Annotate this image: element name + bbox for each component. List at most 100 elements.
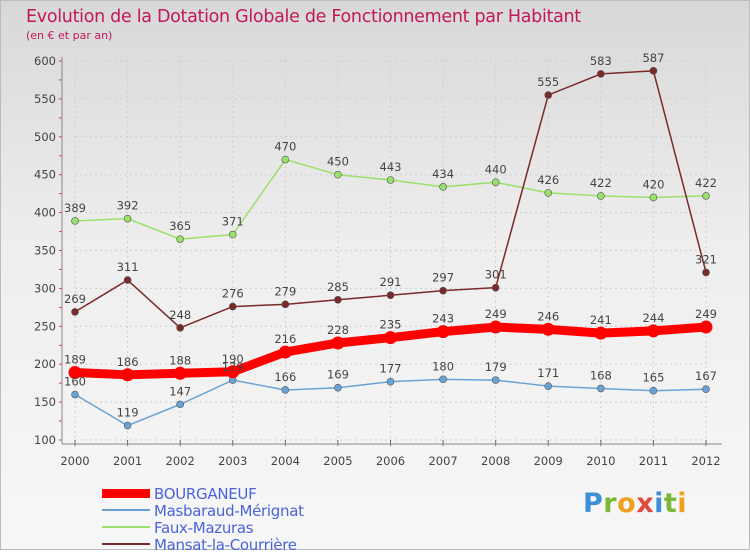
data-label: 171 [537, 366, 559, 380]
data-point [386, 176, 395, 184]
data-label: 392 [117, 199, 139, 213]
legend-swatch [102, 543, 150, 545]
proxiti-logo: Proxiti [583, 488, 688, 519]
data-point [176, 235, 184, 243]
y-tick-label: 100 [34, 433, 56, 447]
data-point [281, 300, 290, 309]
data-label: 119 [117, 406, 139, 420]
data-label: 297 [432, 271, 454, 285]
data-label: 434 [432, 167, 454, 181]
y-tick-label: 550 [34, 92, 56, 106]
legend-label: Mansat-la-Courrière [154, 536, 297, 554]
data-label: 587 [642, 51, 664, 65]
data-point [439, 375, 447, 384]
x-tick-label: 2004 [271, 454, 300, 468]
data-label: 440 [485, 162, 507, 176]
y-tick-label: 200 [34, 357, 56, 371]
data-point [384, 331, 397, 345]
data-point [71, 217, 79, 225]
data-point [597, 384, 605, 393]
data-label: 169 [327, 368, 349, 382]
legend-swatch [102, 509, 150, 511]
y-tick-label: 300 [34, 281, 56, 295]
y-tick-label: 350 [34, 244, 56, 258]
data-point [649, 386, 658, 395]
chart-subtitle: (en € et par an) [26, 29, 112, 42]
data-point [176, 324, 184, 332]
data-label: 311 [117, 260, 139, 274]
data-label: 422 [590, 176, 612, 190]
data-point [439, 183, 447, 191]
x-tick-label: 2011 [639, 454, 668, 468]
data-label: 179 [222, 360, 244, 374]
data-point [597, 70, 605, 78]
data-point [597, 192, 605, 200]
y-tick-label: 500 [34, 130, 56, 144]
data-label: 450 [327, 155, 349, 169]
data-label: 244 [642, 311, 664, 325]
data-label: 443 [380, 160, 402, 174]
data-point [71, 390, 79, 399]
data-point [334, 295, 342, 304]
data-point [226, 365, 240, 379]
data-point [702, 385, 710, 394]
data-label: 177 [380, 362, 402, 376]
data-point [491, 178, 500, 187]
data-label: 160 [64, 375, 86, 389]
x-tick-label: 2003 [218, 454, 247, 468]
legend-swatch [102, 489, 150, 498]
series-line [74, 70, 707, 329]
data-label: 555 [537, 75, 559, 89]
data-label: 235 [380, 318, 402, 332]
data-point [702, 268, 710, 277]
data-label: 216 [274, 332, 296, 346]
data-point [544, 189, 553, 197]
data-point [176, 400, 184, 409]
data-point [491, 376, 500, 384]
data-label: 186 [117, 355, 139, 369]
data-point [123, 421, 132, 430]
y-tick-label: 400 [34, 206, 56, 220]
data-point [71, 308, 79, 316]
data-label: 243 [432, 312, 454, 326]
data-point [228, 302, 237, 311]
data-point [123, 214, 132, 223]
data-point [173, 366, 187, 380]
data-point [649, 67, 658, 75]
data-point [489, 320, 503, 334]
data-label: 301 [485, 268, 507, 282]
data-label: 371 [222, 215, 244, 229]
data-point [123, 276, 132, 284]
data-point [334, 170, 342, 179]
data-label: 422 [695, 176, 717, 190]
data-point [544, 91, 553, 99]
legend-label: BOURGANEUF [154, 485, 257, 503]
data-label: 188 [169, 353, 191, 367]
data-label: 241 [590, 313, 612, 327]
x-tick-label: 2007 [428, 454, 457, 468]
data-label: 246 [537, 309, 559, 323]
chart-title: Evolution de la Dotation Globale de Fonc… [26, 7, 581, 27]
data-point [649, 193, 658, 202]
data-label: 420 [642, 177, 664, 191]
x-tick-label: 2009 [534, 454, 563, 468]
data-point [544, 382, 553, 390]
data-point [228, 230, 237, 239]
series-lines [68, 67, 713, 430]
data-label: 269 [64, 292, 86, 306]
data-point [331, 336, 345, 350]
y-tick-label: 600 [34, 54, 56, 68]
data-label: 165 [642, 371, 664, 385]
y-tick-label: 250 [34, 319, 56, 333]
x-tick-label: 2000 [60, 454, 89, 468]
data-point [281, 155, 290, 164]
data-point [386, 291, 395, 300]
data-point [594, 326, 608, 340]
y-tick-label: 450 [34, 168, 56, 182]
legend-label: Masbaraud-Mérignat [154, 502, 304, 520]
data-label: 228 [327, 323, 349, 337]
data-point [439, 286, 447, 295]
data-label: 189 [64, 353, 86, 367]
